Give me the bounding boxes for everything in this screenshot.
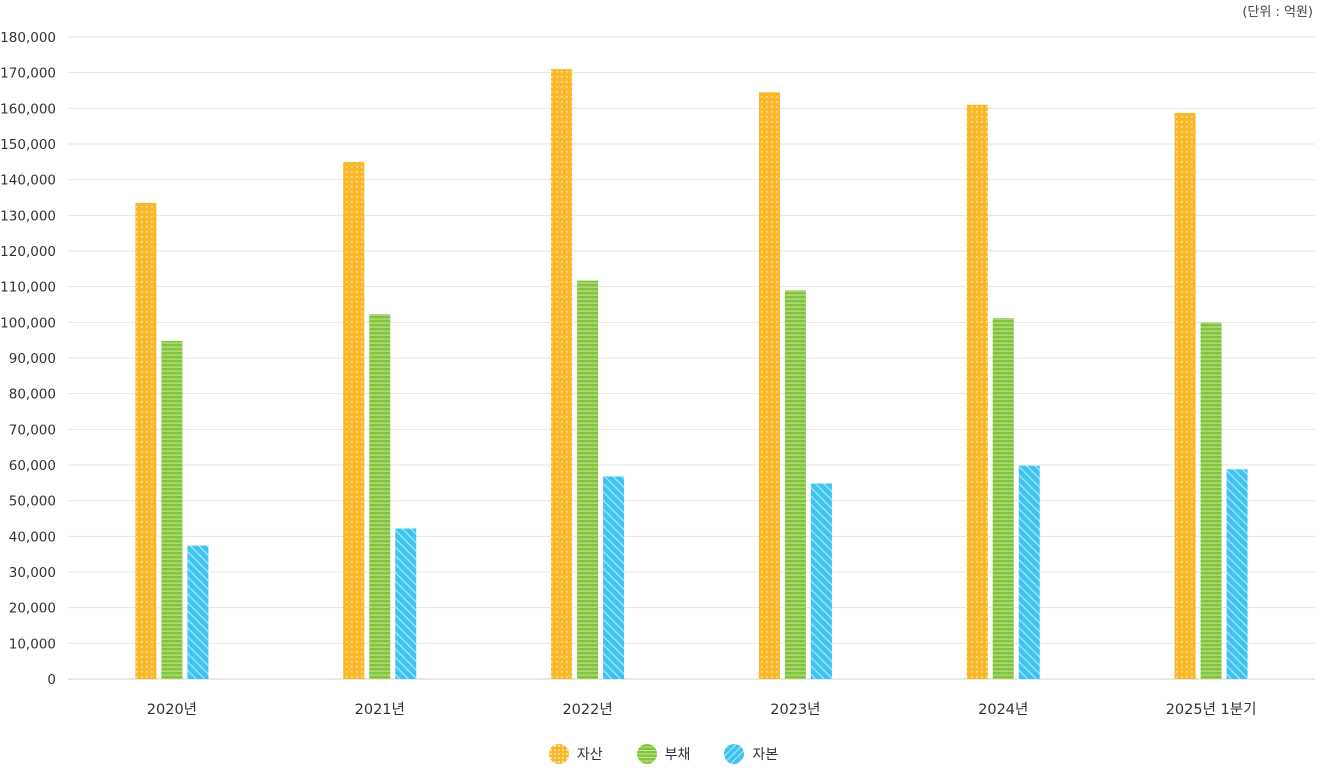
bar-부채-2020년 [161, 340, 183, 679]
y-tick-label: 60,000 [9, 458, 56, 474]
bar-부채-2022년 [577, 280, 599, 679]
y-tick-label: 50,000 [9, 494, 56, 510]
bar-자산-2023년 [758, 92, 780, 680]
bar-자산-2024년 [966, 104, 988, 680]
bar-자본-2022년 [603, 476, 625, 679]
bar-부채-2023년 [784, 290, 806, 679]
y-tick-label: 100,000 [0, 315, 56, 331]
bar-chart: 0 10,000 20,000 30,000 40,000 50,000 60,000 70,… [0, 30, 1315, 718]
x-tick-label: 2022년 [562, 701, 612, 718]
bar-자산-2020년 [135, 202, 157, 679]
y-tick-label: 160,000 [0, 101, 56, 117]
bar-자본-2023년 [810, 483, 832, 679]
bar-부채-2024년 [992, 318, 1014, 679]
y-tick-label: 170,000 [0, 66, 56, 82]
y-tick-label: 140,000 [0, 173, 56, 189]
y-tick-label: 0 [47, 672, 56, 688]
bar-자산-2022년 [551, 69, 573, 680]
y-tick-label: 20,000 [9, 601, 56, 617]
y-tick-label: 30,000 [9, 565, 56, 581]
y-tick-label: 40,000 [9, 529, 56, 545]
bar-부채-2021년 [369, 314, 391, 679]
bar-자산-2021년 [343, 161, 365, 680]
y-tick-label: 70,000 [9, 422, 56, 438]
x-tick-label: 2023년 [770, 701, 820, 718]
y-tick-label: 10,000 [9, 636, 56, 652]
legend: 자산 부채 자본 [0, 744, 1327, 764]
legend-item: 자산 [548, 744, 603, 764]
legend-swatch-icon [636, 744, 657, 764]
y-tick-label: 130,000 [0, 208, 56, 224]
x-tick-label: 2025년 1분기 [1166, 701, 1257, 718]
bars [135, 69, 1248, 680]
legend-label: 자산 [576, 747, 603, 763]
bar-자본-2020년 [187, 545, 209, 679]
legend-label: 부채 [664, 747, 691, 763]
legend-item: 부채 [636, 744, 691, 764]
unit-label: (단위 : 억원) [1242, 5, 1313, 20]
y-axis-ticks: 0 10,000 20,000 30,000 40,000 50,000 60,000 70,… [0, 30, 56, 688]
legend-swatch-icon [724, 744, 745, 764]
y-tick-label: 180,000 [0, 30, 56, 46]
x-axis-ticks: 2020년 2021년 2022년 2023년 2024년 2025년 1분기 [147, 701, 1257, 718]
y-tick-label: 120,000 [0, 244, 56, 260]
bar-자본-2025년 1분기 [1226, 469, 1248, 679]
x-tick-label: 2024년 [978, 701, 1028, 718]
x-tick-label: 2021년 [355, 701, 405, 718]
y-tick-label: 110,000 [0, 280, 56, 296]
bar-부채-2025년 1분기 [1200, 322, 1222, 679]
y-tick-label: 150,000 [0, 137, 56, 153]
legend-swatch-icon [548, 744, 569, 764]
grid-lines [68, 36, 1315, 680]
x-tick-label: 2020년 [147, 701, 197, 718]
bar-자본-2021년 [395, 528, 417, 679]
legend-label: 자본 [752, 747, 779, 763]
y-tick-label: 90,000 [9, 351, 56, 367]
legend-item: 자본 [724, 744, 778, 764]
bar-자본-2024년 [1018, 465, 1040, 679]
bar-자산-2025년 1분기 [1174, 112, 1196, 680]
y-tick-label: 80,000 [9, 387, 56, 403]
